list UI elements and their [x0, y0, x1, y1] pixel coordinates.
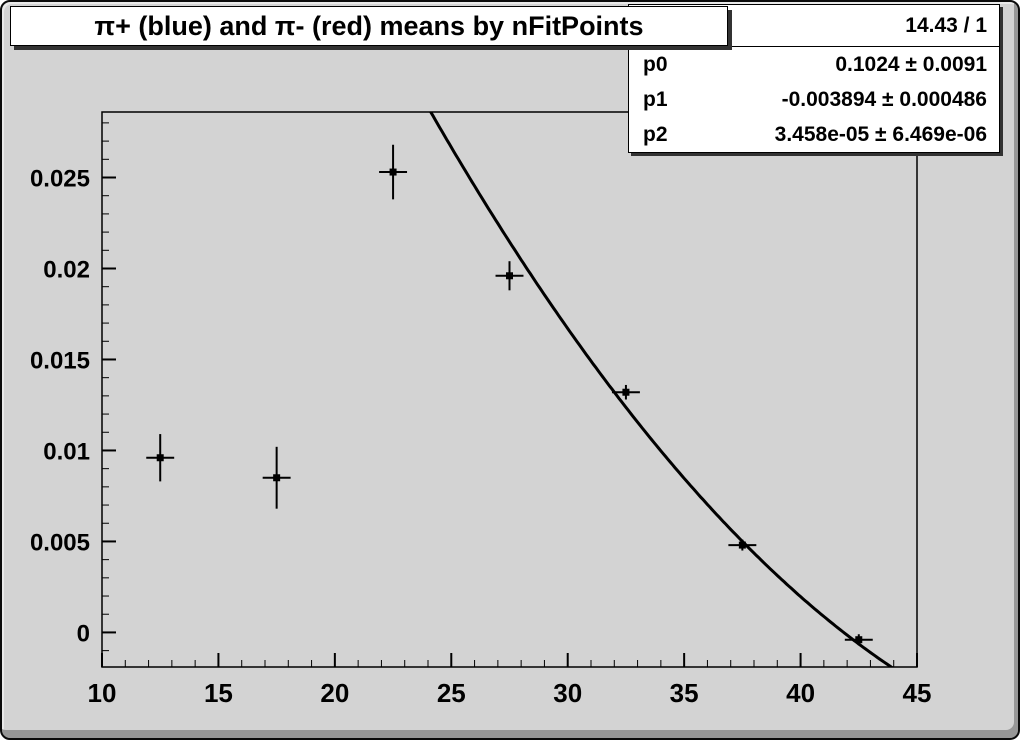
- x-tick-label: 45: [903, 678, 932, 708]
- plot-title: π+ (blue) and π- (red) means by nFitPoin…: [94, 10, 644, 41]
- x-tick-label: 10: [88, 678, 117, 708]
- x-axis: 10 15 20 25 30 35 40 45: [88, 653, 932, 708]
- stats-param-value: 3.458e-05 ± 6.469e-06: [774, 122, 987, 146]
- stats-param-label: p2: [643, 122, 668, 146]
- stats-chi2-row: 14.43 / 1: [629, 5, 999, 47]
- y-tick-label: 0: [77, 620, 90, 647]
- plot-title-box: π+ (blue) and π- (red) means by nFitPoin…: [10, 6, 728, 46]
- x-tick-label: 15: [204, 678, 233, 708]
- stats-param-value: -0.003894 ± 0.000486: [781, 87, 987, 111]
- data-points-pi-plus-means: [146, 144, 873, 646]
- stats-param-label: p1: [643, 87, 668, 111]
- x-tick-label: 30: [553, 678, 582, 708]
- y-tick-label: 0.015: [30, 347, 90, 374]
- x-tick-label: 35: [670, 678, 699, 708]
- stats-row-p2: p2 3.458e-05 ± 6.469e-06: [629, 117, 999, 152]
- stats-chi2-value: 14.43 / 1: [905, 13, 987, 37]
- x-tick-label: 25: [437, 678, 466, 708]
- plot-frame: [101, 111, 918, 668]
- y-tick-label: 0.02: [43, 256, 90, 283]
- stats-param-value: 0.1024 ± 0.0091: [835, 52, 987, 76]
- data-marker: [855, 636, 863, 644]
- y-axis: 0 0.005 0.01 0.015 0.02 0.025: [30, 122, 116, 652]
- data-marker: [156, 454, 164, 462]
- x-tick-label: 20: [320, 678, 349, 708]
- data-marker: [273, 474, 281, 482]
- data-marker: [389, 168, 397, 176]
- fit-curve: [428, 112, 894, 667]
- data-marker: [506, 272, 513, 280]
- stats-row-p1: p1 -0.003894 ± 0.000486: [629, 82, 999, 117]
- y-tick-label: 0.025: [30, 166, 90, 193]
- stats-param-label: p0: [643, 52, 668, 76]
- y-tick-label: 0.01: [43, 438, 90, 465]
- y-tick-label: 0.005: [30, 529, 90, 556]
- data-marker: [738, 541, 746, 549]
- stats-row-p0: p0 0.1024 ± 0.0091: [629, 47, 999, 82]
- data-marker: [622, 388, 630, 396]
- x-tick-label: 40: [786, 678, 815, 708]
